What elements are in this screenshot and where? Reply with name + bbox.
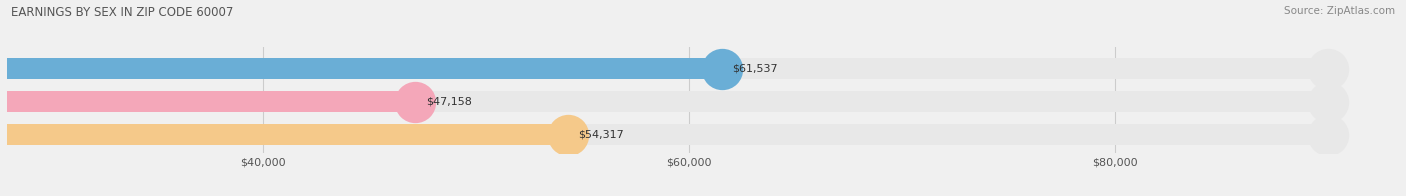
Text: $54,317: $54,317 <box>578 130 624 140</box>
Bar <box>0 124 568 145</box>
Bar <box>0 124 1329 145</box>
Bar <box>0 58 1329 79</box>
Text: EARNINGS BY SEX IN ZIP CODE 60007: EARNINGS BY SEX IN ZIP CODE 60007 <box>11 6 233 19</box>
Bar <box>0 58 721 79</box>
Text: $61,537: $61,537 <box>733 64 778 74</box>
Text: $47,158: $47,158 <box>426 97 472 107</box>
Bar <box>0 91 1329 112</box>
Bar <box>0 91 415 112</box>
Text: Source: ZipAtlas.com: Source: ZipAtlas.com <box>1284 6 1395 16</box>
